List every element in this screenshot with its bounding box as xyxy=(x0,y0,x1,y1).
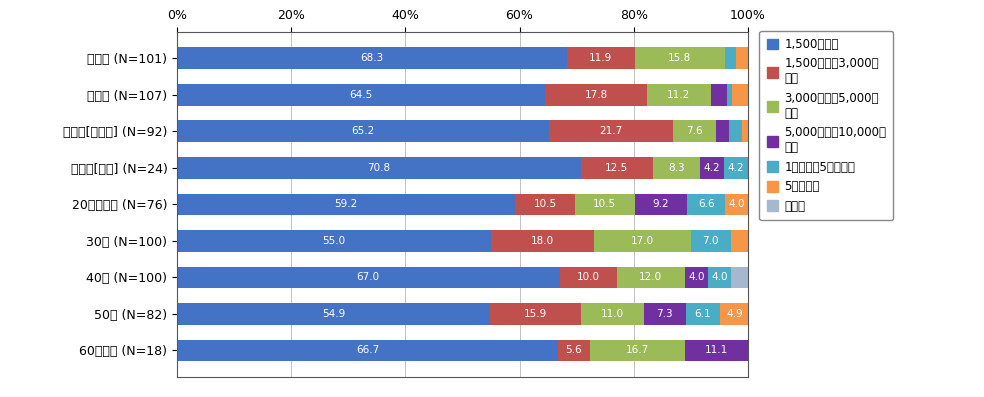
Bar xyxy=(490,303,582,325)
Text: 4.0: 4.0 xyxy=(688,272,705,283)
Text: 67.0: 67.0 xyxy=(357,272,380,283)
Text: 4.2: 4.2 xyxy=(704,163,720,173)
Text: 4.2: 4.2 xyxy=(727,163,744,173)
Text: 64.5: 64.5 xyxy=(349,90,373,100)
Bar xyxy=(707,266,731,289)
Bar xyxy=(177,84,545,106)
Bar xyxy=(549,120,673,143)
Bar xyxy=(558,339,589,361)
Bar xyxy=(673,120,716,143)
Bar xyxy=(731,266,748,289)
Text: 10.0: 10.0 xyxy=(577,272,599,283)
Bar xyxy=(491,230,593,252)
Text: 10.5: 10.5 xyxy=(533,199,557,210)
Text: 12.0: 12.0 xyxy=(640,272,662,283)
Text: 5.6: 5.6 xyxy=(566,345,583,355)
Text: 68.3: 68.3 xyxy=(360,54,384,64)
Bar xyxy=(725,48,736,69)
Bar xyxy=(716,120,729,143)
Text: 54.9: 54.9 xyxy=(322,309,345,319)
Bar xyxy=(731,230,748,252)
Text: 17.0: 17.0 xyxy=(631,236,653,246)
Bar xyxy=(515,193,575,216)
Text: 21.7: 21.7 xyxy=(599,126,623,137)
Bar xyxy=(177,266,560,289)
Bar xyxy=(720,303,749,325)
Bar xyxy=(644,303,686,325)
Bar xyxy=(567,48,635,69)
Text: 12.5: 12.5 xyxy=(605,163,629,173)
Legend: 1,500円未満, 1,500円以上3,000円
未満, 3,000円以上5,000円
未満, 5,000円以上10,000円
未満, 1万円以上5万円未満, : 1,500円未満, 1,500円以上3,000円 未満, 3,000円以上5,0… xyxy=(760,31,893,220)
Bar xyxy=(545,84,646,106)
Text: 11.9: 11.9 xyxy=(589,54,612,64)
Bar xyxy=(652,157,700,179)
Bar xyxy=(646,84,710,106)
Bar xyxy=(729,120,742,143)
Bar xyxy=(727,84,732,106)
Text: 55.0: 55.0 xyxy=(323,236,345,246)
Bar xyxy=(617,266,685,289)
Text: 4.9: 4.9 xyxy=(726,309,743,319)
Text: 18.0: 18.0 xyxy=(530,236,554,246)
Bar xyxy=(589,339,685,361)
Bar xyxy=(177,339,558,361)
Text: 7.0: 7.0 xyxy=(703,236,719,246)
Text: 70.8: 70.8 xyxy=(368,163,391,173)
Text: 15.9: 15.9 xyxy=(524,309,547,319)
Bar xyxy=(177,48,567,69)
Bar xyxy=(725,193,748,216)
Bar xyxy=(748,120,754,143)
Text: 6.6: 6.6 xyxy=(698,199,714,210)
Text: 59.2: 59.2 xyxy=(335,199,357,210)
Text: 17.8: 17.8 xyxy=(584,90,608,100)
Bar xyxy=(732,84,748,106)
Bar xyxy=(177,193,515,216)
Text: 11.0: 11.0 xyxy=(601,309,624,319)
Text: 6.1: 6.1 xyxy=(695,309,711,319)
Bar xyxy=(177,303,490,325)
Bar xyxy=(582,303,644,325)
Bar xyxy=(575,193,635,216)
Bar xyxy=(685,266,707,289)
Text: 9.2: 9.2 xyxy=(652,199,669,210)
Bar xyxy=(742,120,748,143)
Bar xyxy=(686,303,720,325)
Text: 16.7: 16.7 xyxy=(626,345,649,355)
Text: 66.7: 66.7 xyxy=(356,345,379,355)
Text: 10.5: 10.5 xyxy=(593,199,616,210)
Bar xyxy=(710,84,727,106)
Text: 11.2: 11.2 xyxy=(667,90,691,100)
Text: 7.3: 7.3 xyxy=(656,309,673,319)
Bar xyxy=(736,48,748,69)
Text: 5.6: 5.6 xyxy=(756,345,772,355)
Bar xyxy=(177,157,582,179)
Bar xyxy=(635,48,725,69)
Bar xyxy=(700,157,724,179)
Bar xyxy=(749,339,780,361)
Text: 8.3: 8.3 xyxy=(668,163,685,173)
Bar xyxy=(691,230,731,252)
Text: 7.6: 7.6 xyxy=(687,126,704,137)
Bar xyxy=(560,266,617,289)
Text: 4.0: 4.0 xyxy=(728,199,745,210)
Text: 65.2: 65.2 xyxy=(351,126,375,137)
Bar xyxy=(688,193,725,216)
Text: 4.0: 4.0 xyxy=(711,272,727,283)
Text: 15.8: 15.8 xyxy=(668,54,692,64)
Bar xyxy=(177,230,491,252)
Bar xyxy=(685,339,749,361)
Text: 11.1: 11.1 xyxy=(706,345,728,355)
Bar xyxy=(635,193,688,216)
Bar xyxy=(724,157,748,179)
Bar xyxy=(582,157,652,179)
Bar xyxy=(593,230,691,252)
Bar xyxy=(177,120,549,143)
